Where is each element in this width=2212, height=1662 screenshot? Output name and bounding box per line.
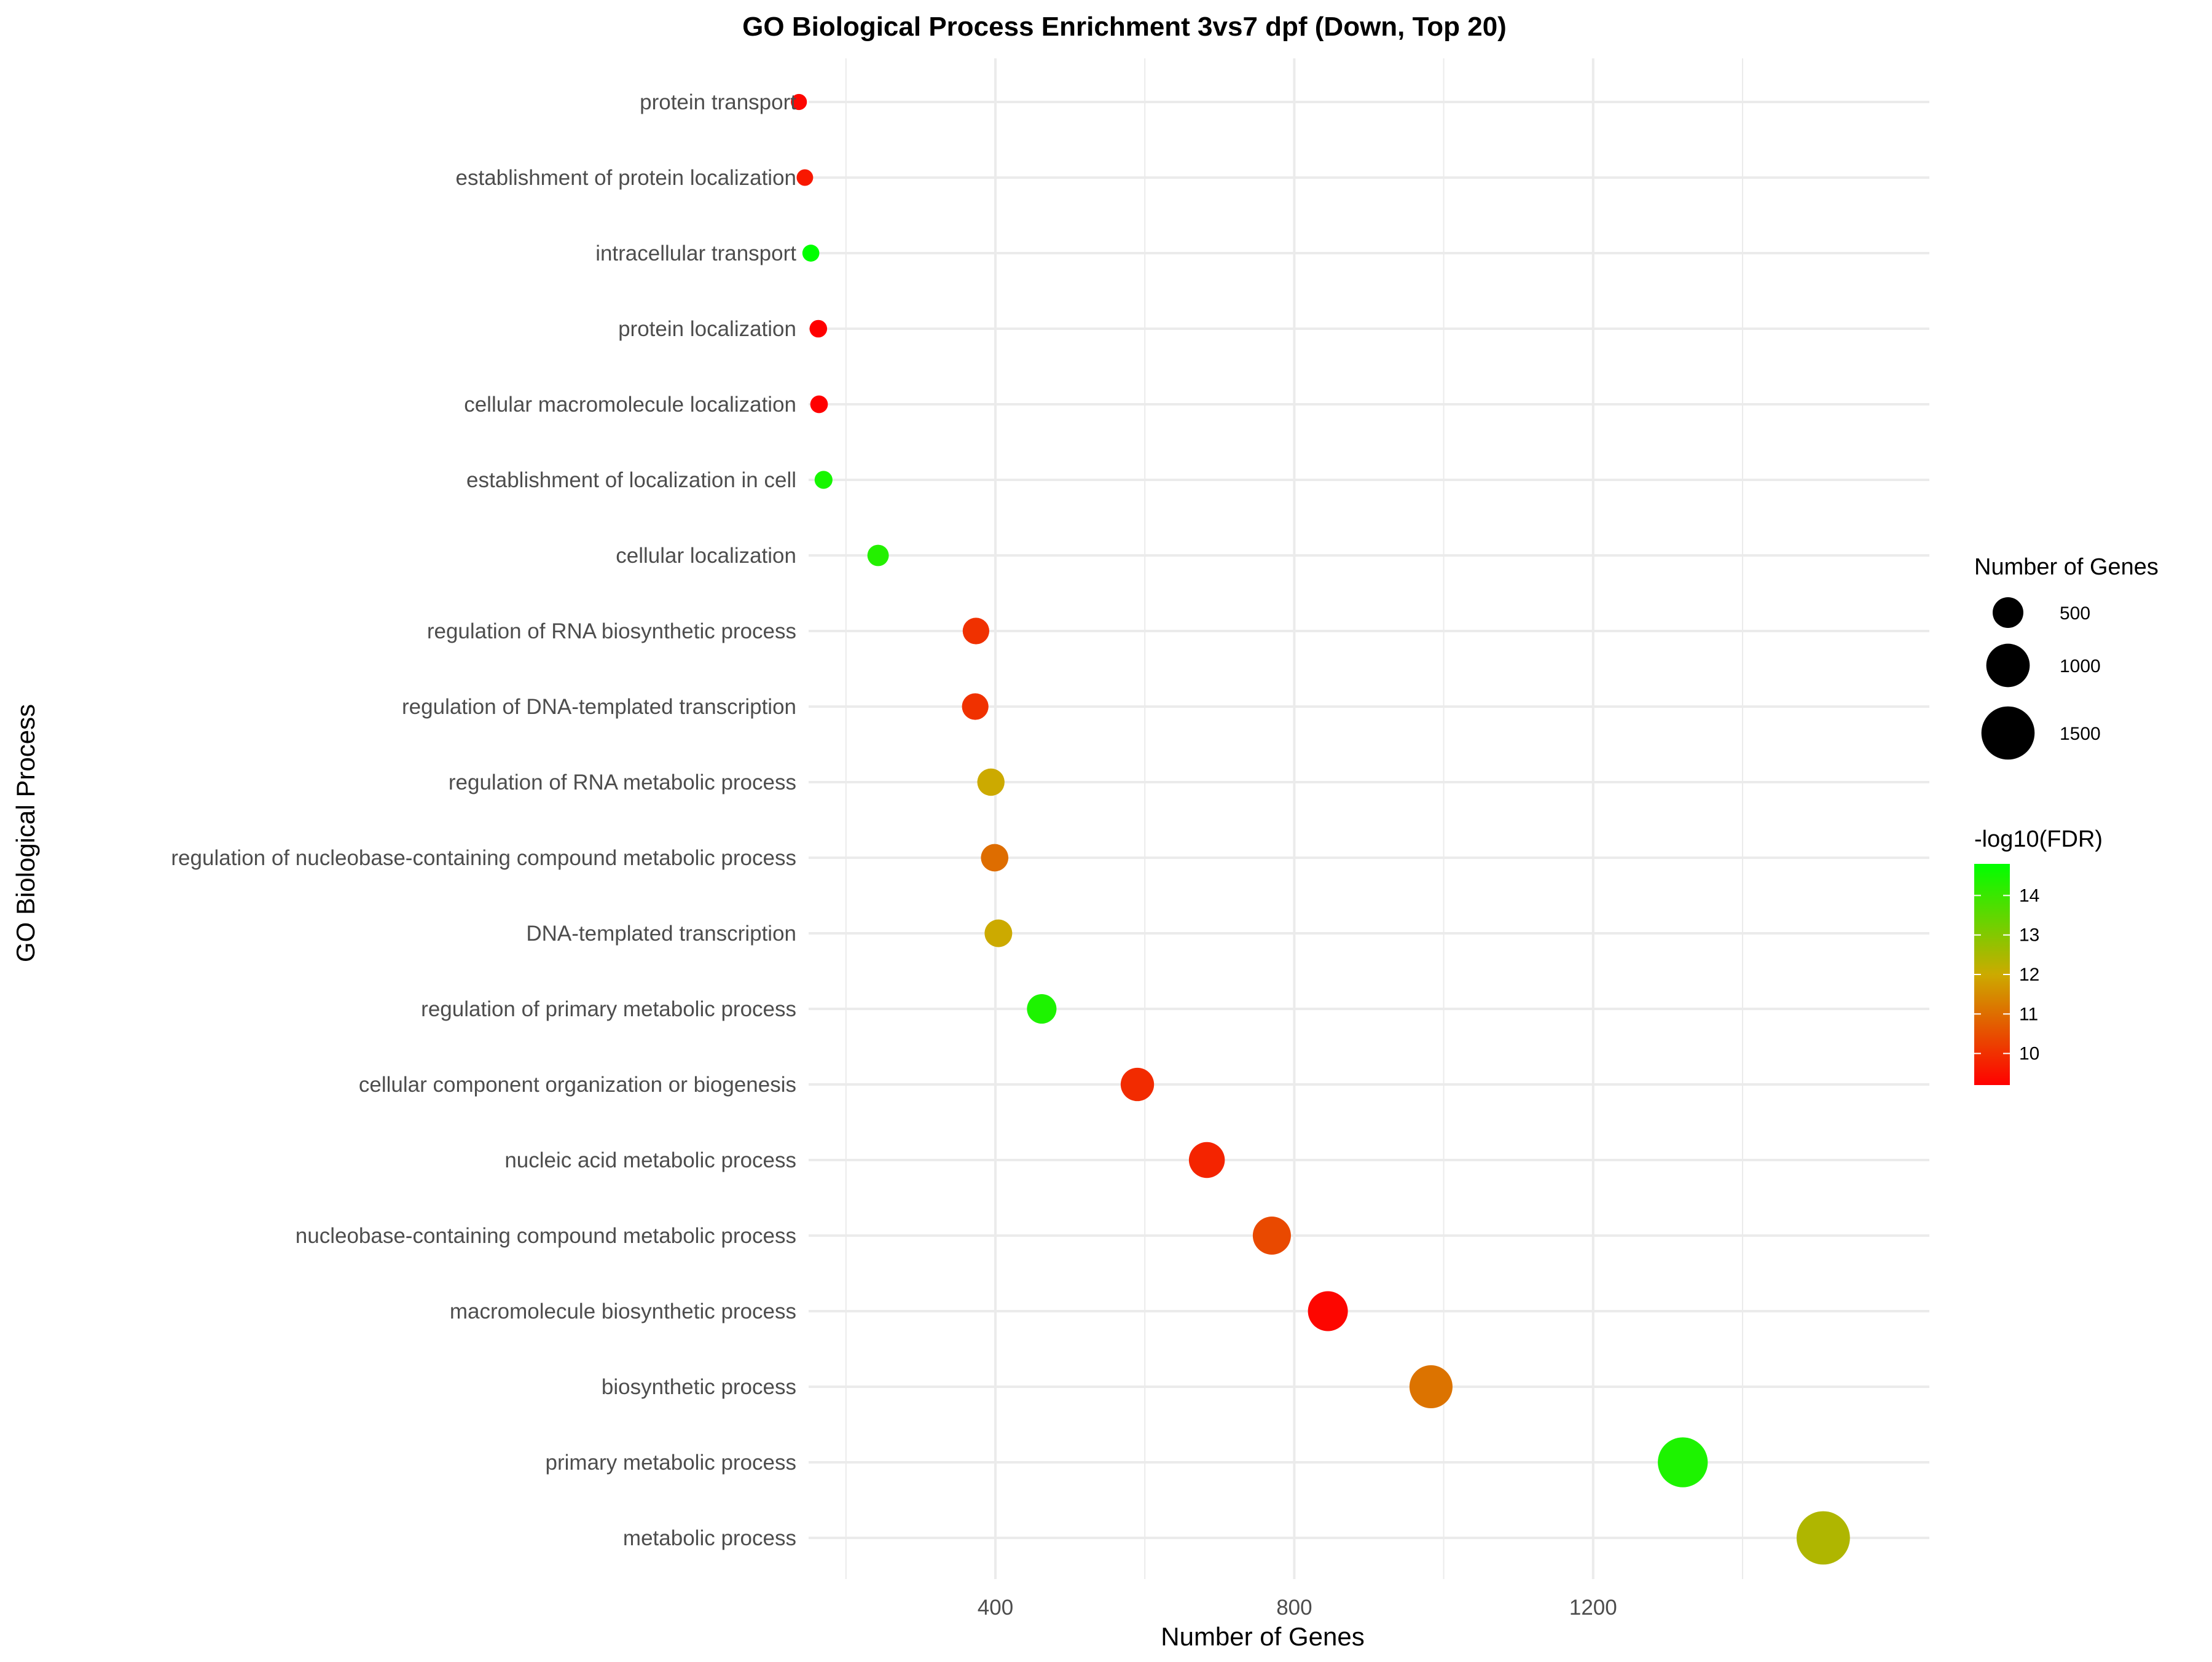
size-legend: Number of Genes 500 1000 1500 xyxy=(1974,554,2159,760)
data-point xyxy=(981,844,1009,872)
color-legend-label: 13 xyxy=(2019,925,2039,946)
color-legend-title: -log10(FDR) xyxy=(1974,826,2103,852)
data-point xyxy=(814,471,833,489)
color-legend-label: 14 xyxy=(2019,885,2039,906)
size-legend-title: Number of Genes xyxy=(1974,554,2159,580)
category-label: cellular component organization or bioge… xyxy=(359,1073,796,1097)
category-label: intracellular transport xyxy=(595,241,796,265)
data-point xyxy=(867,544,889,566)
x-axis-ticks: 400 800 1200 xyxy=(978,1596,1617,1620)
data-point xyxy=(962,617,990,645)
data-point xyxy=(810,395,828,414)
size-legend-key xyxy=(1993,597,2023,628)
category-label: macromolecule biosynthetic process xyxy=(450,1299,796,1323)
data-point xyxy=(796,169,814,186)
category-label: cellular macromolecule localization xyxy=(464,393,796,417)
x-tick-label: 800 xyxy=(1276,1596,1312,1620)
category-label: establishment of localization in cell xyxy=(466,468,796,492)
category-label: biosynthetic process xyxy=(602,1375,796,1399)
data-point xyxy=(1120,1067,1155,1102)
x-tick-label: 1200 xyxy=(1569,1596,1617,1620)
size-legend-label: 500 xyxy=(2060,603,2090,624)
x-tick-label: 400 xyxy=(978,1596,1013,1620)
size-legend-label: 1500 xyxy=(2060,724,2101,744)
category-label: metabolic process xyxy=(623,1526,796,1550)
data-point xyxy=(1409,1365,1453,1409)
category-label: establishment of protein localization xyxy=(456,166,796,190)
size-legend-label: 1000 xyxy=(2060,656,2101,676)
category-label: regulation of RNA metabolic process xyxy=(449,770,796,794)
data-point xyxy=(802,245,820,262)
data-point xyxy=(1188,1142,1225,1178)
category-label: nucleobase-containing compound metabolic… xyxy=(296,1224,796,1248)
data-point xyxy=(984,919,1013,947)
category-label: DNA-templated transcription xyxy=(526,922,796,946)
category-label: cellular localization xyxy=(616,544,796,568)
color-legend-label: 12 xyxy=(2019,965,2039,985)
data-point xyxy=(962,693,989,720)
data-point xyxy=(1252,1216,1291,1255)
category-labels: protein transport establishment of protei… xyxy=(171,90,796,1550)
category-label: nucleic acid metabolic process xyxy=(504,1148,796,1172)
y-axis-title: GO Biological Process xyxy=(11,704,40,962)
grid xyxy=(809,58,1929,1579)
data-point xyxy=(809,319,828,338)
data-point xyxy=(1027,994,1057,1024)
category-label: protein transport xyxy=(640,90,796,114)
data-point xyxy=(1658,1437,1708,1488)
chart-title: GO Biological Process Enrichment 3vs7 dp… xyxy=(742,12,1507,42)
x-axis-title: Number of Genes xyxy=(1161,1622,1365,1651)
data-point xyxy=(1796,1511,1850,1565)
color-legend-label: 11 xyxy=(2019,1004,2038,1024)
size-legend-key xyxy=(1986,643,2030,688)
category-label: regulation of RNA biosynthetic process xyxy=(427,619,796,643)
data-point xyxy=(977,768,1005,796)
data-points xyxy=(791,93,1850,1565)
category-label: regulation of primary metabolic process xyxy=(421,997,796,1021)
size-legend-key xyxy=(1981,706,2035,760)
data-point xyxy=(791,93,807,111)
category-label: primary metabolic process xyxy=(546,1451,796,1475)
color-legend: -log10(FDR) 10 11 12 13 14 xyxy=(1974,826,2103,1085)
color-legend-label: 10 xyxy=(2019,1044,2039,1064)
category-label: regulation of DNA-templated transcriptio… xyxy=(402,695,796,719)
category-label: regulation of nucleobase-containing comp… xyxy=(171,846,796,870)
data-point xyxy=(1308,1291,1348,1331)
category-label: protein localization xyxy=(618,317,796,341)
